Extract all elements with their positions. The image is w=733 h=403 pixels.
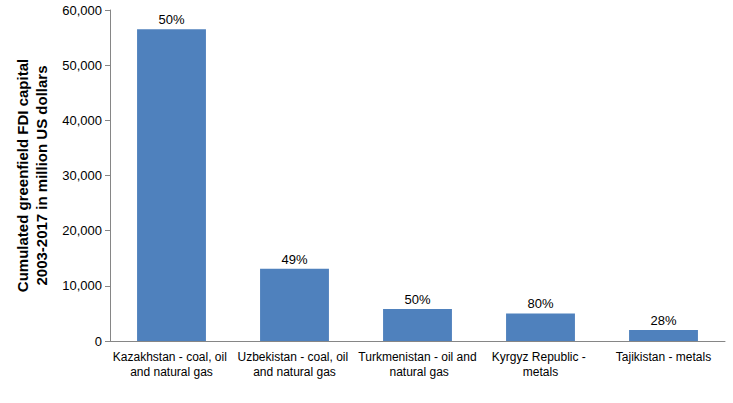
svg-text:50%: 50% bbox=[158, 12, 184, 27]
svg-text:and natural gas: and natural gas bbox=[130, 365, 213, 379]
svg-text:Turkmenistan - oil and: Turkmenistan - oil and bbox=[358, 350, 476, 364]
svg-text:50%: 50% bbox=[404, 292, 430, 307]
svg-text:28%: 28% bbox=[650, 313, 676, 328]
svg-text:60,000: 60,000 bbox=[62, 3, 102, 18]
svg-text:natural gas: natural gas bbox=[386, 365, 449, 379]
svg-text:Uzbekistan - coal, oil: Uzbekistan - coal, oil bbox=[237, 350, 351, 364]
svg-text:2003-2017 in million US dollar: 2003-2017 in million US dollars bbox=[33, 65, 50, 285]
svg-text:metals: metals bbox=[523, 365, 558, 379]
svg-text:30,000: 30,000 bbox=[62, 168, 102, 183]
svg-text:40,000: 40,000 bbox=[62, 113, 102, 128]
svg-text:Tajikistan - metals: Tajikistan - metals bbox=[616, 350, 711, 364]
svg-text:20,000: 20,000 bbox=[62, 223, 102, 238]
svg-text:Cumulated greenfield FDI capit: Cumulated greenfield FDI capital bbox=[14, 59, 31, 292]
svg-text:80%: 80% bbox=[527, 296, 553, 311]
svg-text:0: 0 bbox=[95, 334, 102, 349]
svg-text:Kazakhstan - coal, oil: Kazakhstan - coal, oil bbox=[113, 350, 230, 364]
svg-text:50,000: 50,000 bbox=[62, 58, 102, 73]
svg-text:Kyrgyz Republic -: Kyrgyz Republic - bbox=[492, 350, 589, 364]
svg-text:49%: 49% bbox=[281, 252, 307, 267]
svg-text:10,000: 10,000 bbox=[62, 278, 102, 293]
svg-text:and natural gas: and natural gas bbox=[253, 365, 336, 379]
